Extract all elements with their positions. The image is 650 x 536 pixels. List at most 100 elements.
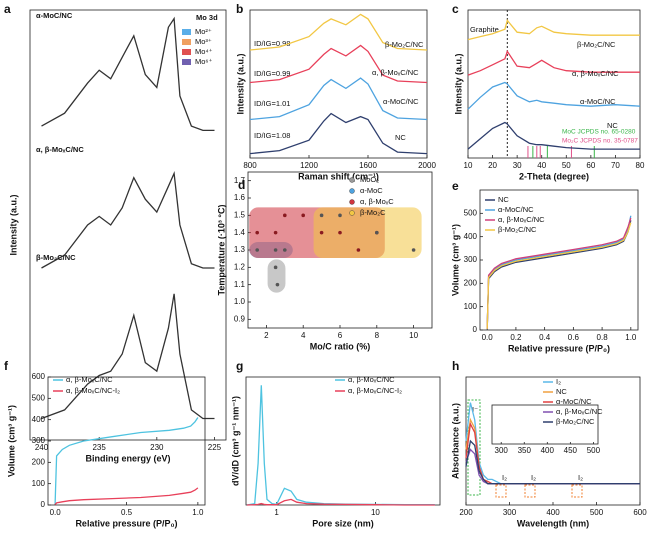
series-line <box>249 112 428 155</box>
point <box>255 248 259 252</box>
y-tick-label: 1.3 <box>234 245 246 254</box>
annotation: Graphite <box>470 25 499 34</box>
series-line <box>249 44 428 84</box>
series-label: β-Mo₂C/NC <box>36 253 76 262</box>
x-tick-label: 240 <box>35 443 49 452</box>
inset-tick-label: 400 <box>541 446 555 455</box>
series-line <box>249 13 428 51</box>
point <box>275 282 280 287</box>
x-tick-label: 6 <box>338 331 343 340</box>
inset-frame <box>491 404 599 445</box>
x-tick-label: 0.0 <box>482 333 494 342</box>
y-tick-label: 200 <box>464 278 478 287</box>
point <box>273 265 278 270</box>
panel-letter: f <box>4 359 9 373</box>
point <box>255 230 259 235</box>
highlight-box <box>571 484 583 498</box>
y-axis-label: Intensity (a.u.) <box>8 194 18 255</box>
y-tick-label: 100 <box>32 479 46 488</box>
x-tick-label: 10 <box>409 331 418 340</box>
x-tick-label: 0.6 <box>568 333 580 342</box>
inset-tick-label: 500 <box>587 446 601 455</box>
annotation: I⁻ <box>472 405 478 414</box>
point <box>411 248 416 252</box>
series-line <box>54 487 199 506</box>
series-line <box>467 49 640 76</box>
x-tick-label: 30 <box>513 161 522 170</box>
x-axis-label: 2-Theta (degree) <box>519 171 589 181</box>
x-tick-label: 230 <box>150 443 164 452</box>
point <box>319 213 324 218</box>
legend-label: NC <box>498 195 509 204</box>
y-tick-label: 500 <box>464 208 478 217</box>
legend-label: α, β-MoₓC/NC-I₂ <box>66 386 120 395</box>
y-tick-label: 400 <box>464 232 478 241</box>
legend-label: α-MoC <box>360 186 383 195</box>
y-tick-label: 1.1 <box>234 280 246 289</box>
y-tick-label: 100 <box>464 302 478 311</box>
inset-tick-label: 300 <box>495 446 509 455</box>
series-label: α-MoC/NC <box>36 11 73 20</box>
x-tick-label: 8 <box>375 331 380 340</box>
panel: f 0.0 0.5 1.0 0 100 200 300 400 500 600 Relative pr… <box>4 359 206 528</box>
y-tick-label: 1.7 <box>234 176 246 185</box>
x-tick-label: 10 <box>371 508 380 517</box>
annotation: ID/IG=0.99 <box>254 69 290 78</box>
y-tick-label: 1.0 <box>234 297 246 306</box>
y-tick-label: 0 <box>473 325 478 334</box>
series-label: α, β-MoₓC/NC <box>36 145 84 154</box>
series-label: α-MoC/NC <box>383 97 419 106</box>
series-line <box>467 19 640 41</box>
y-axis-label: Intensity (a.u.) <box>235 53 245 114</box>
x-tick-label: 400 <box>546 508 560 517</box>
legend-label: α, β-MoₓC/NC <box>556 407 603 416</box>
legend-swatch <box>349 199 355 205</box>
x-tick-label: 60 <box>586 161 595 170</box>
panel-letter: b <box>236 2 243 16</box>
y-tick-label: 500 <box>32 393 46 402</box>
y-tick-label: 1.2 <box>234 262 246 271</box>
highlight-box <box>495 484 507 498</box>
x-axis-label: Pore size (nm) <box>312 518 374 528</box>
x-axis-label: Binding energy (eV) <box>85 453 170 463</box>
panel-letter: c <box>452 2 459 16</box>
series-line <box>41 170 215 269</box>
x-tick-label: 4 <box>301 331 306 340</box>
x-tick-label: 1.0 <box>625 333 637 342</box>
annotation: I₂ <box>502 473 507 482</box>
y-axis-label: Intensity (a.u.) <box>453 53 463 114</box>
x-tick-label: 0.2 <box>510 333 522 342</box>
point <box>283 248 287 252</box>
x-axis-label: Wavelength (nm) <box>517 518 589 528</box>
x-tick-label: 225 <box>208 443 222 452</box>
x-axis-label: Relative pressure (P/P₀) <box>508 343 610 353</box>
legend-label: Mo²⁺ <box>195 27 212 36</box>
panel-letter: h <box>452 359 459 373</box>
legend-label: α, β-MoₓC <box>360 197 394 206</box>
panel-letter: e <box>452 179 459 193</box>
plot-frame <box>467 9 641 159</box>
x-tick-label: 800 <box>243 161 257 170</box>
panel: a 240 235 230 225 Binding energy (eV) Intensit… <box>4 2 227 463</box>
point <box>283 213 287 218</box>
legend-swatch <box>182 59 191 65</box>
x-tick-label: 235 <box>92 443 106 452</box>
panel-letter: a <box>4 2 11 16</box>
point <box>338 230 342 235</box>
y-tick-label: 1.5 <box>234 210 246 219</box>
x-tick-label: 50 <box>562 161 571 170</box>
panel: d 2 4 6 8 10 0.9 1.0 1.1 1.2 1.3 1.4 1.5 1.6 1.7 Mo/C r… <box>216 171 433 351</box>
point <box>375 230 379 235</box>
x-tick-label: 300 <box>503 508 517 517</box>
legend-label: α, β-MoₓC/NC <box>498 215 545 224</box>
reference-label: Mo₂C JCPDS no. 35-0787 <box>562 138 638 145</box>
legend-label: NC <box>556 387 567 396</box>
y-axis-label: Temperature (·10³ °C) <box>216 205 226 296</box>
y-tick-label: 0.9 <box>234 314 246 323</box>
x-tick-label: 200 <box>459 508 473 517</box>
y-tick-label: 1.6 <box>234 193 246 202</box>
y-axis-label: Absorbance (a.u.) <box>450 403 460 479</box>
